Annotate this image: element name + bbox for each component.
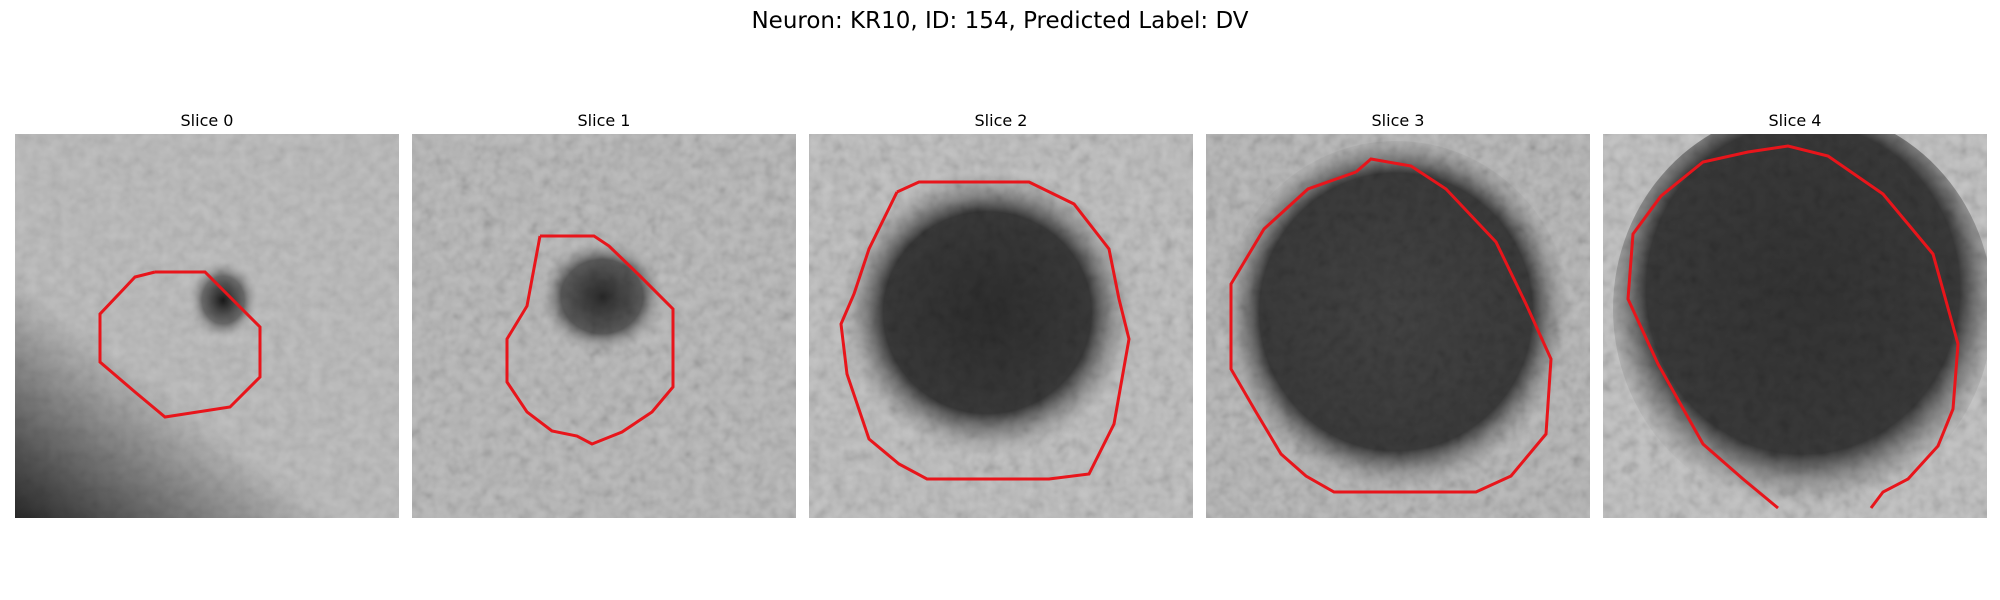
contour-2	[839, 180, 1131, 481]
slice-title-4: Slice 4	[1768, 111, 1822, 130]
slice-image-3	[1206, 134, 1590, 518]
slice-title-3: Slice 3	[1371, 111, 1425, 130]
slice-panel-1: Slice 1	[412, 110, 796, 518]
contour-3	[1229, 157, 1553, 494]
figure-title: Neuron: KR10, ID: 154, Predicted Label: …	[751, 8, 1249, 34]
contour-1	[505, 234, 675, 446]
slice-panel-4: Slice 4	[1603, 110, 1987, 518]
slice-panel-0: Slice 0	[15, 110, 399, 518]
slice-panel-2: Slice 2	[809, 110, 1193, 518]
slice-panel-3: Slice 3	[1206, 110, 1590, 518]
slice-image-0	[15, 134, 399, 518]
slice-image-1	[412, 134, 796, 518]
contour-4	[1626, 144, 1960, 510]
slice-title-2: Slice 2	[974, 111, 1028, 130]
slice-image-2	[809, 134, 1193, 518]
contour-0	[98, 270, 262, 419]
slice-image-4	[1603, 134, 1987, 518]
slice-title-0: Slice 0	[180, 111, 234, 130]
slice-title-1: Slice 1	[577, 111, 631, 130]
